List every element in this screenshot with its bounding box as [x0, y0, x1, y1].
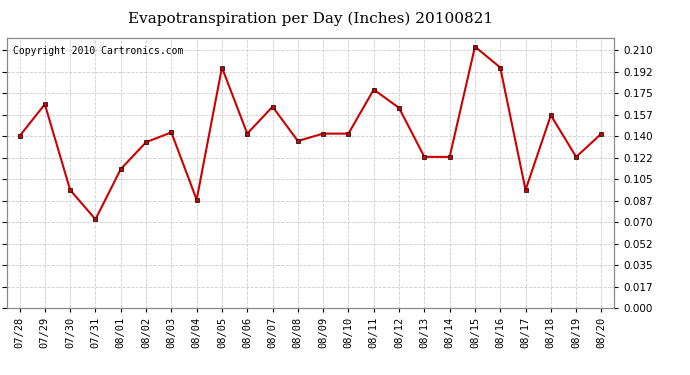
Text: Evapotranspiration per Day (Inches) 20100821: Evapotranspiration per Day (Inches) 2010… [128, 11, 493, 26]
Text: Copyright 2010 Cartronics.com: Copyright 2010 Cartronics.com [13, 46, 184, 56]
